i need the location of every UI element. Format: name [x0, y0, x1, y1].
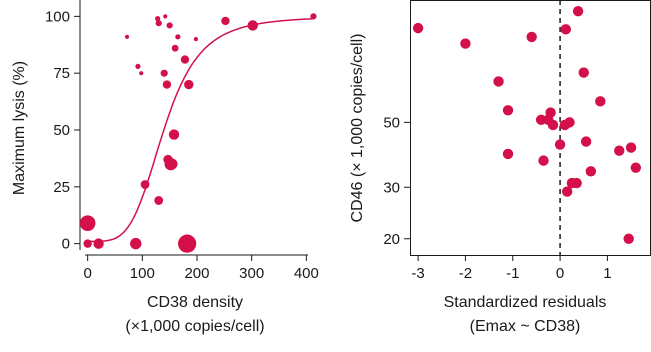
- left-data-point: [184, 79, 194, 90]
- right-data-point: [460, 38, 471, 49]
- left-data-point: [171, 44, 179, 52]
- left-data-point: [178, 234, 197, 253]
- right-data-point: [538, 155, 549, 166]
- right-data-point: [578, 67, 589, 78]
- right-x-tick-label: -2: [459, 265, 472, 282]
- left-data-point: [221, 16, 230, 26]
- left-y-tick-label: 75: [53, 65, 70, 82]
- right-x-axis-subtitle: (Emax ~ CD38): [470, 318, 581, 335]
- left-x-tick-label: 200: [184, 265, 209, 282]
- left-x-tick-label: 300: [239, 265, 264, 282]
- right-data-point: [554, 139, 566, 150]
- left-x-axis-title: CD38 density: [147, 294, 243, 311]
- left-x-tick-label: 0: [83, 265, 91, 282]
- left-data-point: [175, 34, 181, 40]
- left-data-point: [155, 20, 162, 27]
- left-data-point: [180, 55, 190, 64]
- left-data-point: [193, 36, 198, 42]
- left-data-point: [155, 16, 161, 22]
- left-axis-ticks: 0 100 200 300 400 0 25 50 75 100: [45, 8, 319, 282]
- right-x-axis-title: Standardized residuals: [444, 294, 607, 311]
- left-y-tick-label: 50: [53, 122, 70, 139]
- right-y-tick-label: 20: [383, 231, 400, 248]
- left-data-point: [168, 129, 180, 140]
- right-data-point: [561, 186, 573, 197]
- right-y-tick-label: 30: [383, 179, 400, 196]
- left-data-point: [83, 239, 92, 248]
- right-data-point: [493, 76, 504, 87]
- left-panel-maximum-lysis: 0 100 200 300 400 0 25 50 75 100 Maximum lysis (%…: [11, 0, 319, 335]
- left-y-tick-label: 25: [53, 179, 70, 196]
- left-data-point: [79, 215, 96, 231]
- right-data-point: [412, 22, 424, 34]
- right-y-axis-title: CD46 (× 1,000 copies/cell): [349, 34, 366, 223]
- left-data-points: [79, 13, 317, 253]
- right-x-tick-label: -1: [506, 265, 519, 282]
- right-axis-ticks: -3 -2 -1 0 1 20 30 50: [383, 114, 611, 282]
- right-x-tick-label: -3: [411, 265, 424, 282]
- right-data-point: [571, 177, 582, 189]
- right-data-point: [614, 145, 625, 156]
- right-data-point: [547, 119, 559, 131]
- right-data-point: [625, 142, 637, 153]
- right-data-point: [502, 105, 514, 116]
- right-data-point: [585, 166, 597, 177]
- left-x-tick-label: 400: [294, 265, 319, 282]
- left-data-point: [162, 80, 172, 89]
- right-data-point: [560, 24, 571, 35]
- right-data-points: [412, 5, 642, 244]
- right-data-point: [595, 96, 606, 107]
- left-y-tick-label: 100: [45, 8, 70, 25]
- left-data-point: [135, 63, 141, 69]
- right-data-point: [623, 233, 634, 244]
- right-data-point: [572, 5, 584, 17]
- left-x-tick-label: 100: [130, 265, 155, 282]
- right-y-tick-label: 50: [383, 114, 400, 131]
- left-y-tick-label: 0: [62, 236, 70, 253]
- right-panel-residuals: -3 -2 -1 0 1 20 30 50 CD46 (× 1,000 copies/cell…: [349, 0, 651, 335]
- left-x-axis-subtitle: (×1,000 copies/cell): [125, 318, 264, 335]
- right-data-point: [580, 136, 592, 147]
- left-data-point: [166, 22, 173, 29]
- left-data-point: [139, 71, 144, 76]
- right-data-point: [564, 117, 575, 128]
- left-data-point: [167, 158, 178, 170]
- right-data-point: [630, 162, 642, 173]
- right-data-point: [526, 31, 537, 43]
- left-data-point: [160, 69, 168, 77]
- left-data-point: [130, 237, 142, 250]
- left-data-point: [154, 196, 164, 205]
- right-data-point: [545, 107, 556, 118]
- left-data-point: [124, 34, 130, 39]
- left-fit-curve: [87, 17, 315, 243]
- left-data-point: [163, 14, 168, 19]
- right-x-tick-label: 0: [556, 265, 564, 282]
- left-data-point: [310, 13, 317, 20]
- left-data-point: [247, 20, 258, 31]
- right-data-point: [502, 148, 514, 160]
- left-data-point: [140, 180, 150, 189]
- left-y-axis-title: Maximum lysis (%): [11, 61, 28, 195]
- right-x-tick-label: 1: [603, 265, 611, 282]
- left-data-point: [93, 238, 104, 249]
